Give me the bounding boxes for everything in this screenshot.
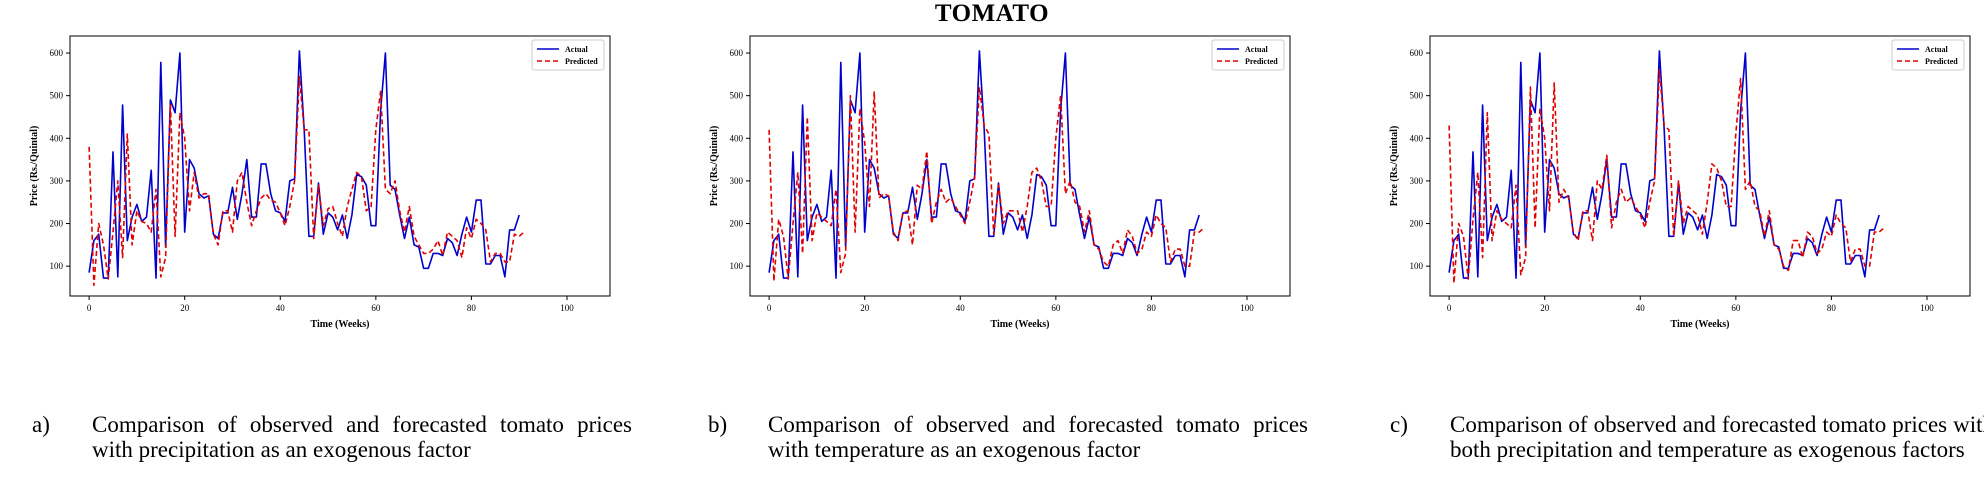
x-tick-label: 0 [767, 303, 772, 313]
legend-label-predicted: Predicted [1245, 57, 1278, 66]
chart-b-svg: 100 200 300 400 500 600 0 20 40 60 80 100 Time (Week… [709, 35, 1291, 330]
x-tick-label: 40 [1636, 303, 1646, 313]
legend-label-actual: Actual [565, 45, 588, 54]
plot-frame [1429, 35, 1971, 297]
y-tick-label: 400 [50, 133, 64, 143]
y-tick-label: 100 [1410, 261, 1424, 271]
y-tick-label: 300 [1410, 176, 1424, 186]
y-tick-label: 300 [730, 176, 744, 186]
legend-label-predicted: Predicted [565, 57, 598, 66]
x-tick-label: 0 [87, 303, 92, 313]
y-tick-label: 200 [1410, 219, 1424, 229]
figure-title: TOMATO [934, 0, 1050, 27]
y-tick-label: 100 [730, 261, 744, 271]
x-tick-label: 100 [1920, 303, 1934, 313]
x-tick-label: 80 [467, 303, 477, 313]
chart-a: 100 200 300 400 500 600 0 20 40 60 80 100 Time (Week… [29, 35, 650, 366]
caption-c-letter: c) [1390, 412, 1408, 437]
series-predicted-line [88, 75, 525, 287]
x-axis-label: Time (Weeks) [311, 319, 370, 330]
series-actual-line [88, 50, 520, 279]
y-axis-label: Price (Rs./Quintal) [29, 126, 40, 207]
y-axis-label: Price (Rs./Quintal) [1389, 126, 1400, 207]
caption-a-text: Comparison of observed and forecasted to… [92, 412, 632, 462]
plot-frame [749, 35, 1291, 297]
y-tick-label: 100 [50, 261, 64, 271]
legend-label-actual: Actual [1245, 45, 1268, 54]
x-tick-label: 100 [1240, 303, 1254, 313]
chart-c-svg: 100 200 300 400 500 600 0 20 40 60 80 100 Time (Week… [1389, 35, 1971, 330]
y-tick-label: 600 [50, 48, 64, 58]
x-tick-label: 0 [1447, 303, 1452, 313]
x-tick-label: 20 [1540, 303, 1550, 313]
y-tick-label: 200 [50, 219, 64, 229]
x-tick-label: 60 [371, 303, 381, 313]
y-tick-label: 500 [1410, 91, 1424, 101]
plot-frame [69, 35, 611, 297]
chart-b: 100 200 300 400 500 600 0 20 40 60 80 100 Time (Week… [709, 35, 1330, 366]
x-tick-label: 80 [1147, 303, 1157, 313]
x-axis-label: Time (Weeks) [1671, 319, 1730, 330]
chart-c: 100 200 300 400 500 600 0 20 40 60 80 100 Time (Week… [1389, 35, 1984, 366]
legend-label-predicted: Predicted [1925, 57, 1958, 66]
y-tick-label: 500 [50, 91, 64, 101]
x-axis-label: Time (Weeks) [991, 319, 1050, 330]
caption-a-letter: a) [32, 412, 50, 437]
y-tick-label: 400 [730, 133, 744, 143]
legend-box [531, 39, 605, 71]
caption-c-text: Comparison of observed and forecasted to… [1450, 412, 1984, 462]
y-tick-label: 200 [730, 219, 744, 229]
y-tick-label: 600 [1410, 48, 1424, 58]
caption-b-text: Comparison of observed and forecasted to… [768, 412, 1308, 462]
chart-a-svg: 100 200 300 400 500 600 0 20 40 60 80 100 Time (Week… [29, 35, 611, 330]
legend: Actual Predicted [1891, 39, 1965, 71]
x-tick-label: 60 [1731, 303, 1741, 313]
x-tick-label: 20 [180, 303, 190, 313]
legend-box [1211, 39, 1285, 71]
x-tick-label: 40 [956, 303, 966, 313]
x-tick-label: 20 [860, 303, 870, 313]
x-tick-label: 80 [1827, 303, 1837, 313]
legend: Actual Predicted [1211, 39, 1285, 71]
y-tick-label: 300 [50, 176, 64, 186]
y-tick-label: 400 [1410, 133, 1424, 143]
x-tick-label: 60 [1051, 303, 1061, 313]
series-actual-line [1448, 50, 1880, 279]
legend-label-actual: Actual [1925, 45, 1948, 54]
series-actual-line [768, 50, 1200, 279]
legend-box [1891, 39, 1965, 71]
series-predicted-line [768, 86, 1205, 282]
y-tick-label: 500 [730, 91, 744, 101]
legend: Actual Predicted [531, 39, 605, 71]
y-tick-label: 600 [730, 48, 744, 58]
x-tick-label: 100 [560, 303, 574, 313]
caption-b-letter: b) [708, 412, 728, 437]
x-tick-label: 40 [276, 303, 286, 313]
y-axis-label: Price (Rs./Quintal) [709, 126, 720, 207]
